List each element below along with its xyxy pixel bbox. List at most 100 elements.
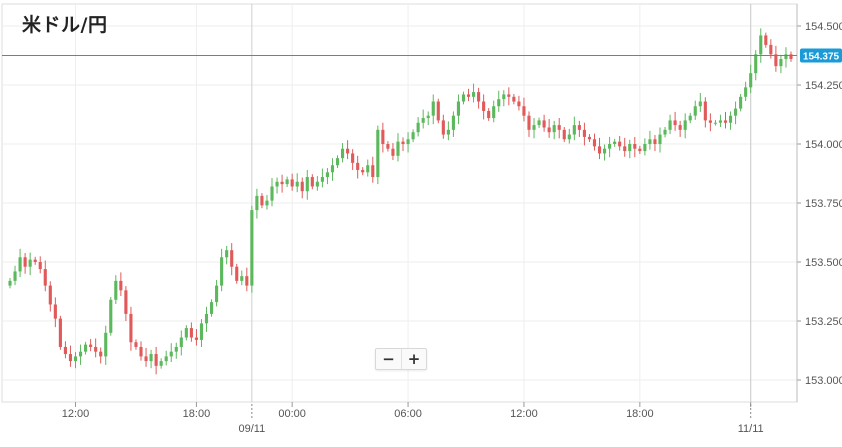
y-tick-label: 153.250 xyxy=(805,316,842,328)
candle-body xyxy=(361,169,365,173)
candle-body xyxy=(371,165,375,178)
candle-body xyxy=(497,99,501,107)
candle-body xyxy=(270,186,274,201)
candle-body xyxy=(139,346,143,357)
candle-body xyxy=(63,346,67,355)
candle-body xyxy=(542,120,546,128)
candle-body xyxy=(391,148,395,156)
candle-body xyxy=(23,257,27,267)
candle-body xyxy=(315,181,319,187)
candle-body xyxy=(471,92,476,97)
candle-body xyxy=(517,101,521,107)
candle-body xyxy=(764,35,768,45)
candle-body xyxy=(759,35,763,55)
candle-body xyxy=(346,148,350,154)
candle-body xyxy=(734,108,738,116)
candle-body xyxy=(250,210,254,286)
current-price-badge xyxy=(800,48,842,63)
candle-body xyxy=(220,257,224,286)
candle-body xyxy=(260,195,264,206)
candle-body xyxy=(416,122,420,133)
candle-body xyxy=(723,120,728,123)
candle-body xyxy=(451,115,455,130)
x-tick-label: 18:00 xyxy=(626,408,654,420)
candle-body xyxy=(638,148,642,152)
candle-body xyxy=(184,328,188,338)
candle-body xyxy=(84,344,88,352)
candle-body xyxy=(754,54,758,74)
candle-body xyxy=(255,195,259,211)
candle-body xyxy=(507,94,511,97)
candle-body xyxy=(739,96,743,109)
y-tick-label: 154.250 xyxy=(805,80,842,92)
date-label: 09/11 xyxy=(238,423,265,435)
candle-body xyxy=(335,158,340,166)
candle-body xyxy=(628,144,632,152)
axes: 154.500 154.250 154.000 153.750 153.500 153.2… xyxy=(62,4,842,435)
candle-body xyxy=(431,101,435,116)
grid-lines xyxy=(1,3,798,403)
candle-body xyxy=(290,179,294,187)
zoom-out-button[interactable]: − xyxy=(376,349,401,369)
candle-body xyxy=(779,59,783,67)
candle-body xyxy=(406,139,410,144)
candle-body xyxy=(668,120,672,130)
candle-body xyxy=(446,129,450,135)
candle-body xyxy=(703,101,707,121)
candle-body xyxy=(522,106,526,116)
current-price: 154.375 xyxy=(2,48,842,63)
y-tick-label: 153.000 xyxy=(805,375,842,387)
candle-body xyxy=(340,148,345,159)
candle-body xyxy=(8,280,12,286)
candle-body xyxy=(48,285,52,305)
candle-body xyxy=(285,179,289,185)
candle-body xyxy=(204,313,209,324)
zoom-in-button[interactable]: + xyxy=(401,349,426,369)
date-label: 11/11 xyxy=(738,423,764,435)
candle-body xyxy=(441,120,445,135)
candles xyxy=(8,28,793,375)
candle-body xyxy=(325,172,330,178)
candle-body xyxy=(164,356,168,362)
candle-body xyxy=(603,148,607,154)
candle-body xyxy=(643,144,647,152)
candle-body xyxy=(648,139,652,144)
candle-body xyxy=(169,351,173,357)
candle-body xyxy=(144,356,148,362)
candle-body xyxy=(73,356,78,362)
candle-body xyxy=(608,144,612,149)
candle-body xyxy=(119,280,123,291)
y-tick-label: 153.500 xyxy=(805,257,842,269)
candle-body xyxy=(411,132,415,140)
candle-body xyxy=(320,177,324,182)
candle-body xyxy=(215,285,219,303)
candle-body xyxy=(28,259,32,267)
candle-body xyxy=(401,141,405,144)
candle-body xyxy=(537,120,541,126)
chart-title: 米ドル/円 xyxy=(22,14,108,36)
candle-body xyxy=(466,94,471,97)
candle-body xyxy=(18,257,22,272)
candle-body xyxy=(199,323,204,340)
candle-body xyxy=(396,141,400,156)
candle-body xyxy=(381,129,385,144)
candle-body xyxy=(728,115,733,123)
candle-body xyxy=(683,120,687,130)
candle-body xyxy=(330,165,335,173)
candle-body xyxy=(179,337,183,347)
candle-body xyxy=(663,129,667,135)
candle-body xyxy=(94,346,98,352)
candle-body xyxy=(245,276,249,286)
candle-body xyxy=(310,177,314,187)
candle-body xyxy=(356,162,360,170)
candle-body xyxy=(53,304,57,319)
candle-body xyxy=(109,299,113,333)
candle-body xyxy=(58,318,62,347)
candle-body xyxy=(713,122,717,124)
candle-body xyxy=(386,144,390,149)
candle-body xyxy=(189,328,193,338)
candle-body xyxy=(774,54,778,67)
candle-body xyxy=(552,125,556,133)
